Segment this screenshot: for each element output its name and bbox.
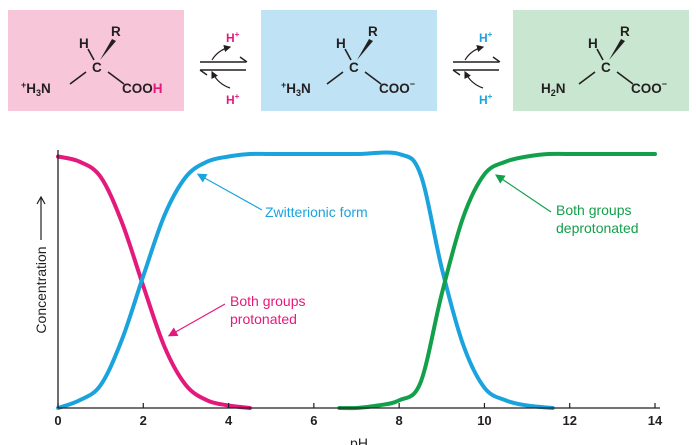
bond-c-h [596, 48, 604, 61]
forward-arrowhead [239, 56, 248, 63]
series-line-1 [56, 150, 555, 410]
bond-c-h [87, 48, 95, 61]
x-tick-label: 6 [310, 413, 317, 428]
x-tick-label: 4 [225, 413, 233, 428]
atom-h: H [79, 36, 89, 51]
wedge-bond [357, 39, 373, 60]
proton-bottom: H+ [226, 92, 240, 107]
x-tick-label: 0 [54, 413, 61, 428]
leader-line [196, 173, 263, 211]
amino-group: H2N [541, 81, 566, 98]
atom-r: R [620, 24, 630, 39]
y-axis-label-group: Concentration [33, 195, 49, 334]
proton-top: H+ [226, 30, 240, 45]
bond-c-amino [578, 71, 596, 85]
carboxylate-group: COO− [379, 79, 415, 96]
y-axis-label: Concentration [33, 246, 49, 333]
amino-group: +H3N [21, 80, 51, 98]
annotation-deprotonated: Both groups deprotonated [495, 174, 639, 236]
structure-box [513, 10, 689, 111]
y-axis-label-arrowhead [36, 195, 46, 205]
series-line-2 [337, 151, 657, 411]
bond-c-amino [69, 71, 87, 85]
atom-h: H [588, 36, 598, 51]
curved-arrow-top [211, 44, 232, 61]
proton-bottom: H+ [479, 92, 493, 107]
bond-c-h [344, 48, 352, 61]
forward-arrowhead [492, 56, 501, 63]
x-tick-label: 14 [648, 413, 663, 428]
concentration-vs-ph-plot: 0 2 4 6 8 10 12 14 pH Concentration Zwitterioni… [33, 150, 663, 445]
equilibrium-1: H+ H+ [199, 30, 248, 107]
leader-line [167, 303, 226, 337]
x-tick-label: 12 [562, 413, 576, 428]
carboxyl-group: COOH [122, 81, 163, 96]
atom-c: C [601, 60, 611, 75]
bond-c-amino [326, 71, 344, 85]
structure-fully-deprotonated: H R C H2N COO− [513, 10, 689, 111]
atom-c: C [349, 60, 359, 75]
reverse-arrowhead [199, 69, 208, 76]
x-tick-label: 8 [396, 413, 403, 428]
series-curves [56, 150, 657, 411]
wedge-bond [609, 39, 625, 60]
curved-arrow-bottom [211, 70, 231, 89]
structure-zwitterion: H R C +H3N COO− [261, 10, 437, 111]
equilibrium-2: H+ H+ [452, 30, 501, 107]
x-tick-label: 10 [477, 413, 491, 428]
curved-arrow-top [464, 44, 485, 61]
structure-box [261, 10, 437, 111]
reverse-arrowhead [452, 69, 461, 76]
structure-box [8, 10, 184, 111]
annotation-text: Zwitterionic form [265, 204, 368, 220]
carboxylate-group: COO− [631, 79, 667, 96]
atom-h: H [336, 36, 346, 51]
annotation-text: Both groups deprotonated [556, 202, 639, 236]
annotation-zwitterionic: Zwitterionic form [196, 173, 368, 220]
proton-top: H+ [479, 30, 493, 45]
x-tick-label: 2 [140, 413, 147, 428]
bond-c-acid [107, 71, 125, 85]
curved-arrow-bottom [464, 70, 484, 89]
series-line-0 [56, 154, 252, 410]
annotation-text: Both groups protonated [230, 293, 306, 327]
atom-r: R [111, 24, 121, 39]
x-ticks: 0 2 4 6 8 10 12 14 [54, 403, 663, 428]
bond-c-acid [616, 71, 634, 85]
amino-group: +H3N [281, 80, 311, 98]
leader-line [495, 174, 552, 213]
structure-fully-protonated: H R C +H3N COOH [8, 10, 184, 111]
atom-c: C [92, 60, 102, 75]
x-axis-label: pH [350, 435, 368, 445]
annotation-protonated: Both groups protonated [167, 293, 306, 337]
bond-c-acid [364, 71, 382, 85]
atom-r: R [368, 24, 378, 39]
wedge-bond [100, 39, 116, 60]
